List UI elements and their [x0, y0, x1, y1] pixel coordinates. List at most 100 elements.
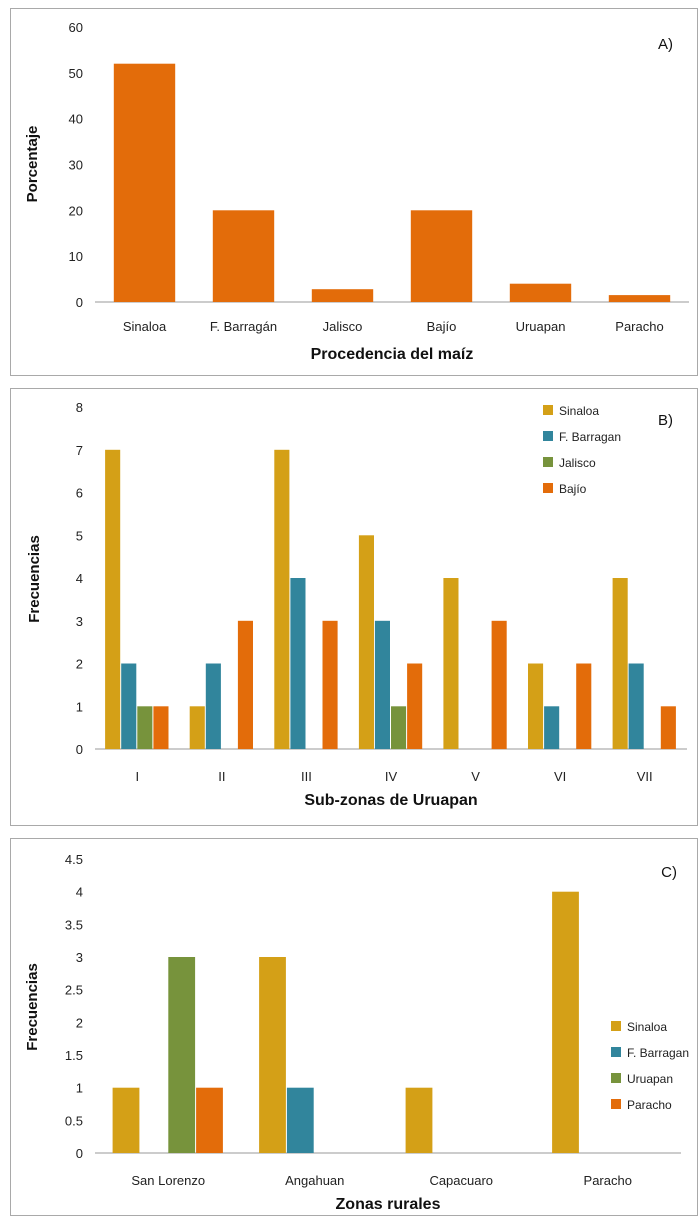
panel-label: C) — [661, 864, 677, 881]
y-tick-label: 40 — [69, 112, 83, 127]
y-tick-label: 2 — [76, 657, 83, 672]
y-tick-label: 0 — [76, 1146, 83, 1161]
bar — [576, 663, 592, 749]
legend-swatch — [611, 1073, 621, 1083]
chart-panel-c: 0 0.5 1 1.5 2 2.5 3 3.5 4 4.5 San Lorenzo Angahuan C… — [10, 838, 698, 1216]
bar — [105, 449, 121, 750]
y-tick-label: 3 — [76, 950, 83, 965]
y-axis-title: Frecuencias — [26, 535, 43, 623]
bar — [196, 1087, 223, 1153]
bar — [259, 957, 286, 1153]
panel-label: A) — [658, 36, 673, 53]
legend-swatch — [543, 483, 553, 493]
legend-swatch — [543, 405, 553, 415]
y-tick-label: 0 — [76, 295, 83, 310]
y-tick-label: 10 — [69, 249, 83, 264]
legend-label: Sinaloa — [627, 1020, 667, 1034]
bar — [290, 578, 306, 749]
x-tick-label: Sinaloa — [123, 319, 167, 334]
x-tick-label: Bajío — [427, 319, 457, 334]
legend-swatch — [611, 1021, 621, 1031]
x-tick-label: Jalisco — [323, 319, 363, 334]
bar — [237, 620, 253, 750]
y-tick-label: 50 — [69, 66, 83, 81]
bar — [528, 663, 544, 749]
y-tick-label: 3 — [76, 614, 83, 629]
x-axis-title: Procedencia del maíz — [311, 346, 474, 363]
bar — [628, 663, 644, 749]
legend-swatch — [543, 431, 553, 441]
y-tick-label: 1.5 — [65, 1048, 83, 1063]
x-tick-label: Paracho — [615, 319, 663, 334]
x-tick-label: IV — [385, 769, 398, 784]
bar — [443, 578, 459, 749]
y-tick-label: 3.5 — [65, 917, 83, 932]
bar — [405, 1087, 433, 1153]
legend-label: Paracho — [627, 1098, 672, 1112]
bar — [274, 449, 290, 750]
y-axis-title: Porcentaje — [24, 126, 41, 203]
bar — [322, 620, 338, 750]
bar — [168, 957, 196, 1153]
x-tick-label: Angahuan — [285, 1173, 344, 1188]
legend-swatch — [611, 1047, 621, 1057]
y-tick-label: 20 — [69, 203, 83, 218]
bar — [608, 295, 671, 302]
x-tick-label: San Lorenzo — [131, 1173, 205, 1188]
chart-panel-a: 0 10 20 30 40 50 60 Sinaloa F. Barragán Jalisco Ba… — [10, 8, 698, 376]
x-tick-label: VI — [554, 769, 566, 784]
x-tick-label: II — [218, 769, 225, 784]
legend-swatch — [543, 457, 553, 467]
y-tick-label: 0.5 — [65, 1113, 83, 1128]
bar — [212, 210, 275, 302]
bar — [491, 620, 507, 750]
y-tick-label: 2.5 — [65, 983, 83, 998]
bar — [205, 663, 221, 749]
y-tick-label: 7 — [76, 443, 83, 458]
y-tick-label: 0 — [76, 742, 83, 757]
x-tick-label: Capacuaro — [429, 1173, 493, 1188]
x-tick-label: V — [471, 769, 480, 784]
legend-label: Bajío — [559, 482, 587, 496]
bar — [189, 706, 205, 750]
bar — [374, 620, 390, 750]
legend-label: Uruapan — [627, 1072, 673, 1086]
legend-label: Sinaloa — [559, 404, 599, 418]
y-tick-label: 4 — [76, 885, 83, 900]
bar — [121, 663, 137, 749]
legend-label: F. Barragan — [627, 1046, 689, 1060]
y-tick-label: 30 — [69, 158, 83, 173]
bar — [286, 1087, 314, 1153]
bar — [509, 283, 572, 302]
bar — [391, 706, 407, 750]
chart-panel-b: 0 1 2 3 4 5 6 7 8 I II III IV V VI VII Sub-zonas de Urua… — [10, 388, 698, 826]
x-tick-label: F. Barragán — [210, 319, 277, 334]
panel-label: B) — [658, 412, 673, 429]
legend-label: Jalisco — [559, 456, 596, 470]
bar — [612, 578, 628, 749]
y-axis-title: Frecuencias — [24, 963, 41, 1051]
y-tick-label: 4 — [76, 571, 83, 586]
bar — [358, 535, 374, 750]
x-axis-title: Zonas rurales — [336, 1196, 441, 1213]
bar — [660, 706, 676, 750]
y-tick-label: 4.5 — [65, 852, 83, 867]
y-tick-label: 1 — [76, 699, 83, 714]
bar — [153, 706, 169, 750]
bar — [311, 289, 374, 302]
bar-chart-c: 0 0.5 1 1.5 2 2.5 3 3.5 4 4.5 San Lorenzo Angahuan C… — [24, 852, 689, 1213]
y-tick-label: 1 — [76, 1081, 83, 1096]
x-tick-label: I — [135, 769, 139, 784]
y-tick-label: 60 — [69, 20, 83, 35]
bar-chart-a: 0 10 20 30 40 50 60 Sinaloa F. Barragán Jalisco Ba… — [24, 20, 689, 363]
bar — [410, 210, 473, 302]
legend-swatch — [611, 1099, 621, 1109]
bar — [112, 1087, 140, 1153]
legend-label: F. Barragan — [559, 430, 621, 444]
x-tick-label: Paracho — [584, 1173, 632, 1188]
bar — [137, 706, 153, 750]
bar — [407, 663, 423, 749]
bar — [113, 63, 176, 303]
x-tick-label: III — [301, 769, 312, 784]
y-tick-label: 2 — [76, 1015, 83, 1030]
